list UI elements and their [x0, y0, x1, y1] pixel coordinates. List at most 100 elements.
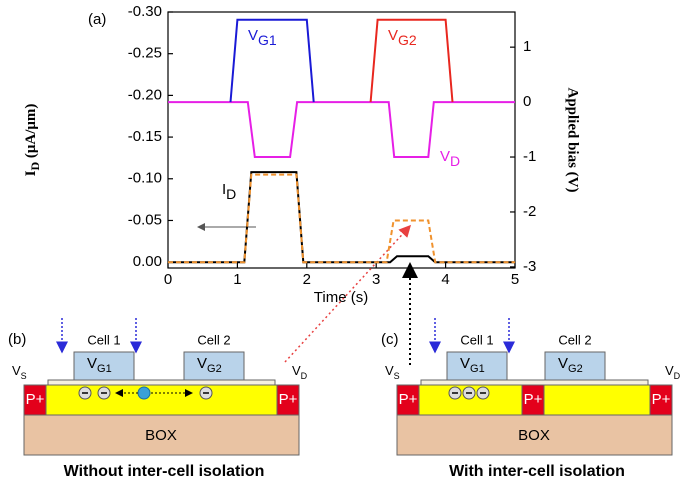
label-main: V	[12, 363, 21, 378]
y-tick-label: -0.15	[128, 128, 162, 145]
label-main: I	[222, 181, 226, 198]
label-main: V	[460, 355, 470, 372]
y-tick-label: -0.10	[128, 170, 162, 187]
label-main: V	[248, 27, 258, 44]
y2-tick-label: -3	[523, 258, 536, 275]
silicon	[23, 384, 300, 416]
cell-label: Cell 1	[87, 332, 120, 347]
label-main: V	[197, 355, 207, 372]
series-line	[168, 101, 515, 158]
label: VG2	[558, 355, 583, 375]
y-tick-label: -0.30	[128, 3, 162, 20]
p-region	[521, 384, 545, 416]
label-sub: S	[394, 371, 400, 381]
label: VG2	[197, 355, 222, 375]
gate	[446, 351, 508, 381]
box-layer	[23, 414, 300, 456]
y-tick-label: -0.25	[128, 45, 162, 62]
p-label: P+	[524, 391, 543, 408]
label: VD	[292, 363, 308, 381]
label-main: V	[87, 355, 97, 372]
panel-label: (b)	[8, 331, 26, 348]
x-tick-label: 2	[303, 271, 311, 288]
label-sub: G1	[470, 363, 485, 375]
label: VG1	[87, 355, 112, 375]
label: ID	[222, 181, 236, 202]
label: VG2	[388, 27, 417, 48]
y2-tick-label: -2	[523, 203, 536, 220]
cell-label: Cell 1	[460, 332, 493, 347]
p-label: P+	[279, 391, 298, 408]
label: VS	[385, 363, 400, 381]
x-tick-label: 5	[511, 271, 519, 288]
x-tick-label: 1	[233, 271, 241, 288]
x-axis-label: Time (s)	[314, 289, 368, 306]
dotted-arrow	[284, 224, 412, 363]
box-layer	[396, 414, 673, 456]
label-sub: G2	[207, 363, 222, 375]
label: VD	[440, 148, 460, 169]
label-sub: G2	[398, 32, 417, 48]
y2-tick-label: 1	[523, 38, 531, 55]
x-tick-label: 0	[164, 271, 172, 288]
label-sub: D	[226, 186, 236, 202]
y-tick-label: -0.05	[128, 211, 162, 228]
label-main: V	[558, 355, 568, 372]
panel-label: (a)	[88, 11, 106, 28]
label: VG1	[248, 27, 277, 48]
series-line	[369, 18, 454, 103]
oxide	[47, 379, 276, 386]
label: VS	[12, 363, 27, 381]
p-region	[649, 384, 673, 416]
label-sub: D	[450, 153, 460, 169]
label-main: V	[388, 27, 398, 44]
panel-label: (c)	[381, 331, 399, 348]
caption: With inter-cell isolation	[449, 463, 625, 480]
p-region	[396, 384, 420, 416]
label-sub: G1	[258, 32, 277, 48]
gate	[544, 351, 606, 381]
label-sub: S	[21, 371, 27, 381]
label: VG1	[460, 355, 485, 375]
x-tick-label: 4	[441, 271, 449, 288]
cell-label: Cell 2	[197, 332, 230, 347]
p-label: P+	[399, 391, 418, 408]
label-sub: G2	[568, 363, 583, 375]
series-line	[168, 173, 515, 264]
y2-tick-label: 0	[523, 93, 531, 110]
label: VD	[665, 363, 681, 381]
box-label: BOX	[518, 427, 550, 444]
p-label: P+	[652, 391, 671, 408]
p-label: P+	[26, 391, 45, 408]
gate	[73, 351, 135, 381]
label-main: V	[385, 363, 394, 378]
y-label-sub: D	[28, 162, 42, 171]
p-region	[276, 384, 300, 416]
label-main: V	[665, 363, 674, 378]
plot-frame	[167, 11, 516, 269]
y-label-rest: (μA/μm)	[23, 104, 39, 162]
box-label: BOX	[145, 427, 177, 444]
label-sub: D	[301, 371, 308, 381]
y-tick-label: -0.20	[128, 86, 162, 103]
caption: Without inter-cell isolation	[64, 463, 265, 480]
y2-axis-label: Applied bias (V)	[565, 87, 581, 192]
label-main: V	[292, 363, 301, 378]
y-tick-label: 0.00	[133, 253, 162, 270]
series-line	[168, 171, 515, 264]
series-line	[229, 18, 315, 103]
y-label-main: I	[23, 170, 39, 176]
y2-tick-label: -1	[523, 148, 536, 165]
oxide	[420, 379, 649, 386]
x-tick-label: 3	[372, 271, 380, 288]
label-sub: D	[674, 371, 681, 381]
gate	[183, 351, 245, 381]
y-axis-label: ID (μA/μm)	[23, 104, 41, 177]
label-main: V	[440, 148, 450, 165]
impact-site	[137, 386, 151, 400]
cell-label: Cell 2	[558, 332, 591, 347]
label-sub: G1	[97, 363, 112, 375]
